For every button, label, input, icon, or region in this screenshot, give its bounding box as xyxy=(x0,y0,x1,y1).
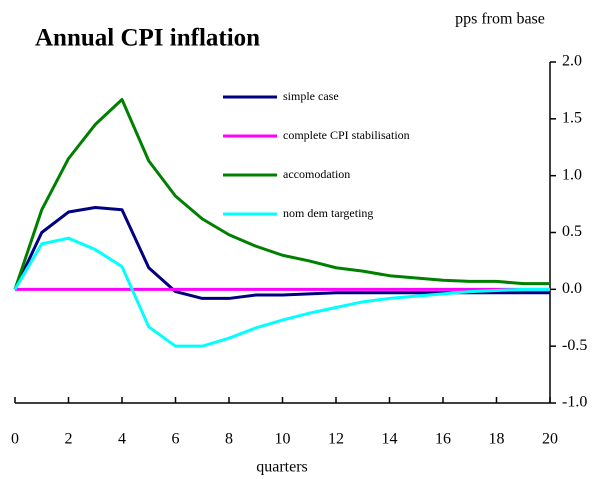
x-axis-label: quarters xyxy=(256,459,308,476)
x-tick-label: 12 xyxy=(328,431,344,448)
x-tick-label: 16 xyxy=(435,431,451,448)
x-tick-label: 20 xyxy=(542,431,558,448)
x-tick-label: 18 xyxy=(489,431,505,448)
y-axis-label: pps from base xyxy=(455,11,545,28)
x-tick-label: 6 xyxy=(172,431,180,448)
series-line xyxy=(13,205,550,300)
legend-label: accomodation xyxy=(283,167,350,181)
y-tick-label: -0.5 xyxy=(562,337,587,354)
series-line xyxy=(13,236,550,348)
x-tick-label: 10 xyxy=(275,431,291,448)
legend-label: complete CPI stabilisation xyxy=(283,128,410,142)
y-tick-label: 0.0 xyxy=(562,280,582,297)
x-tick-label: 0 xyxy=(11,431,19,448)
y-tick-label: 2.0 xyxy=(562,53,582,70)
series-line xyxy=(13,98,550,290)
x-tick-label: 14 xyxy=(382,431,398,448)
x-tick-label: 2 xyxy=(65,431,73,448)
y-tick-label: 0.5 xyxy=(562,223,582,240)
x-tick-label: 4 xyxy=(118,431,126,448)
legend-label: nom dem targeting xyxy=(283,206,373,220)
y-tick-label: -1.0 xyxy=(562,394,587,411)
y-tick-label: 1.5 xyxy=(562,110,582,127)
x-tick-label: 8 xyxy=(225,431,233,448)
chart-title: Annual CPI inflation xyxy=(35,25,260,52)
legend-label: simple case xyxy=(283,89,339,103)
y-tick-label: 1.0 xyxy=(562,166,582,183)
